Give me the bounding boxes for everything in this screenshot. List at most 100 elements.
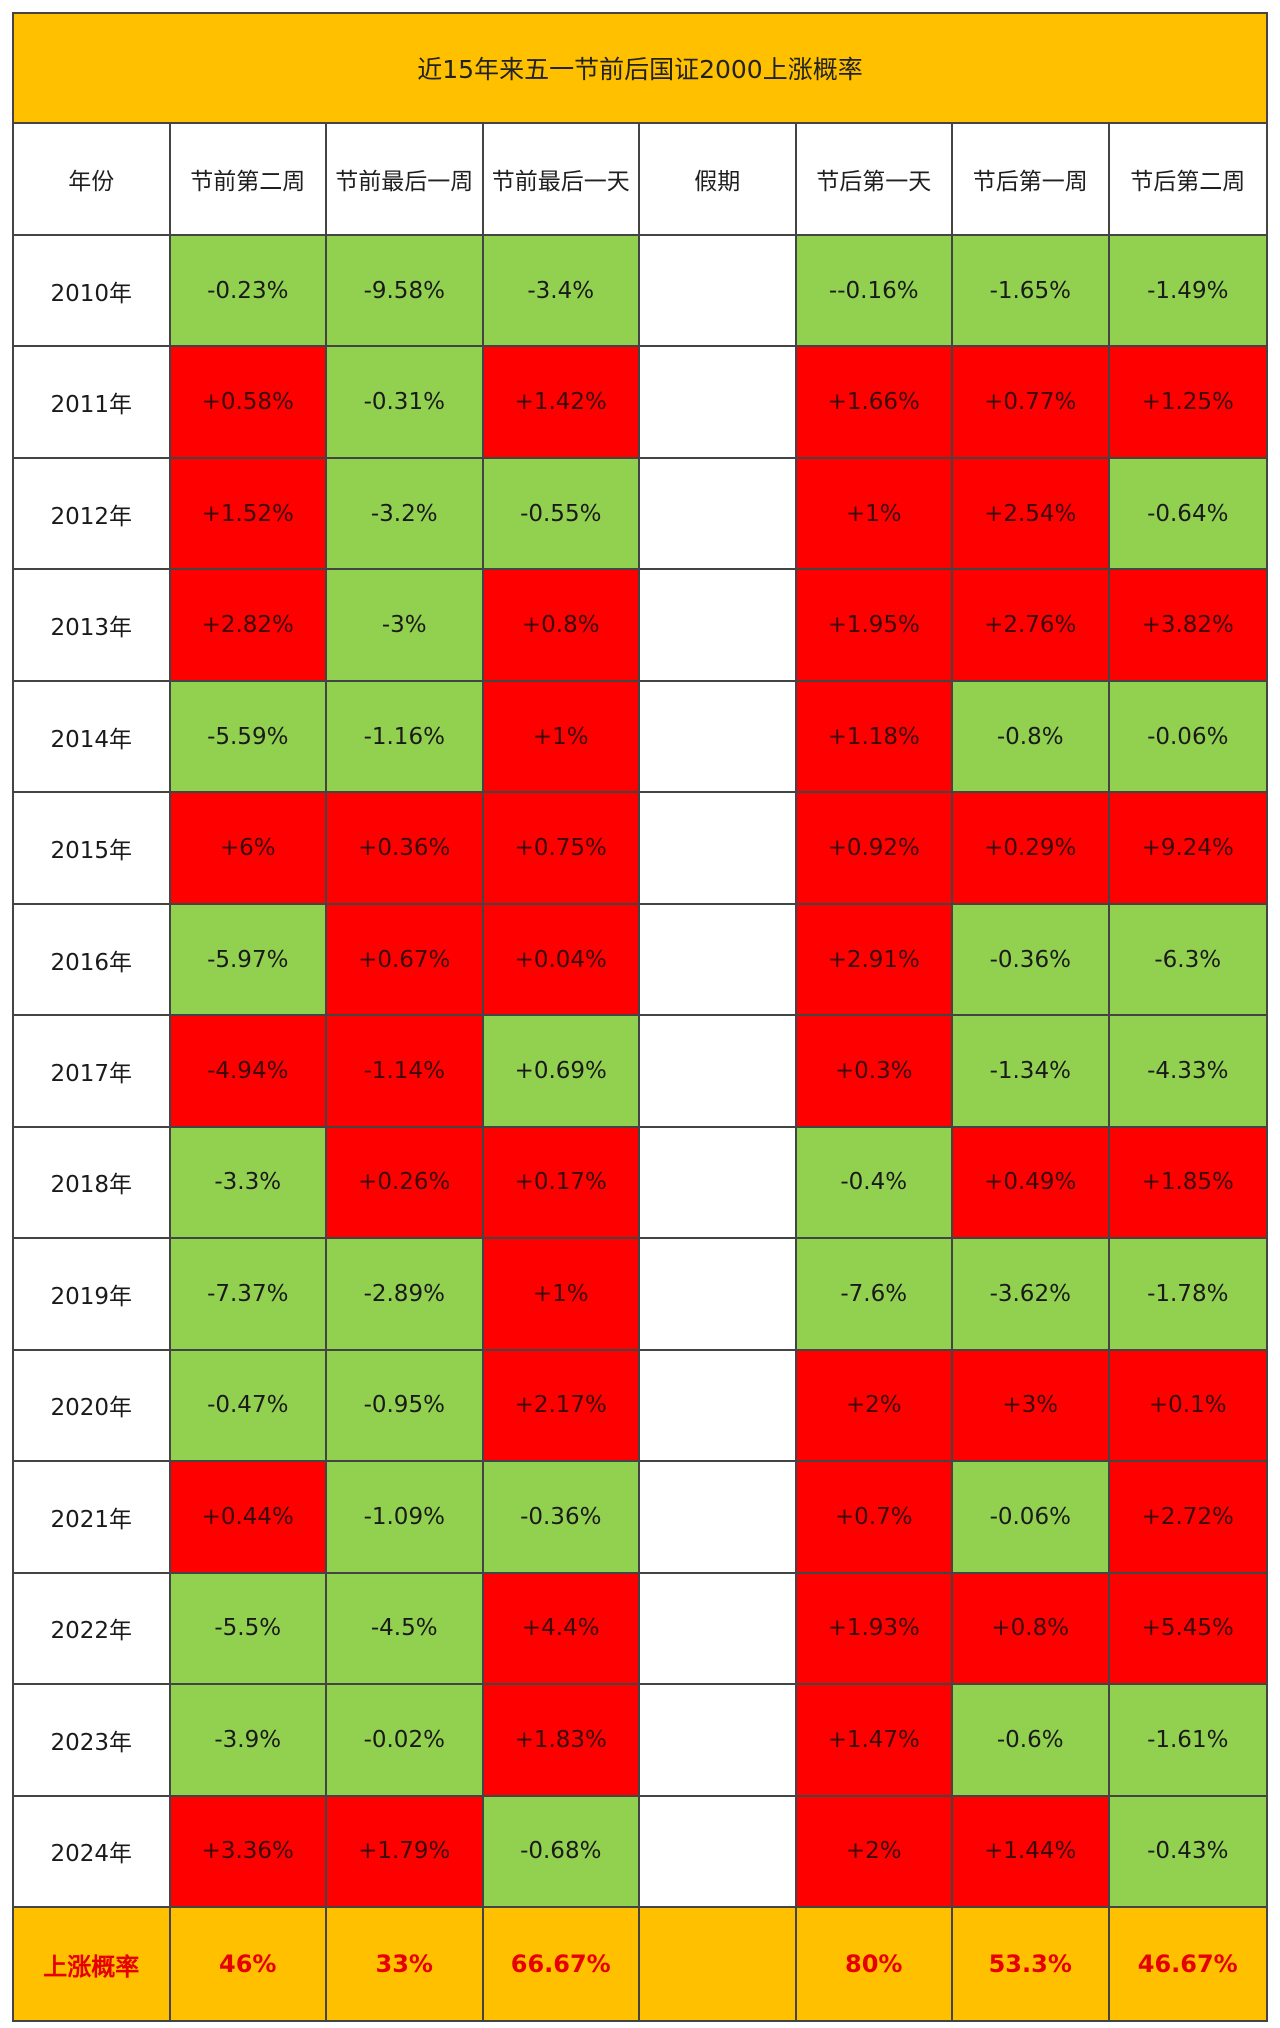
return-cell: +0.77% [953,347,1110,459]
return-cell: -0.55% [483,458,640,571]
return-cell: -0.95% [327,1350,484,1463]
return-cell: +9.24% [1109,793,1266,905]
return-cell: -1.14% [327,1016,484,1128]
return-cell: -0.64% [1109,458,1266,571]
return-cell: -0.4% [796,1127,953,1240]
return-cell: +0.75% [483,793,640,905]
return-cell: +0.7% [796,1462,953,1574]
return-cell: +0.58% [170,347,327,459]
return-cell: +1.83% [483,1685,640,1797]
year-cell: 2012年 [14,458,171,571]
return-cell: -2.89% [327,1239,484,1351]
return-cell: -6.3% [1109,904,1266,1017]
year-cell: 2016年 [14,904,171,1017]
column-header: 节前最后一周 [327,124,484,236]
return-cell: +1.93% [796,1573,953,1686]
column-header: 节后第一天 [796,124,953,236]
return-cell: -3.2% [327,458,484,571]
return-cell: -0.36% [953,904,1110,1017]
return-cell: +2% [796,1350,953,1463]
probability-table: 近15年来五一节前后国证2000上涨概率 年份 节前第二周 节前最后一周 节前最后一天… [12,12,1268,2022]
year-cell: 2018年 [14,1127,171,1240]
return-cell: --0.16% [796,236,953,348]
column-header: 节后第二周 [1109,124,1266,236]
return-cell: +2% [796,1796,953,1908]
return-cell: -0.36% [483,1462,640,1574]
year-cell: 2011年 [14,347,171,459]
year-cell: 2015年 [14,793,171,905]
return-cell: +1.47% [796,1685,953,1797]
return-cell: -1.49% [1109,236,1266,348]
holiday-cell [640,347,797,459]
holiday-cell [640,793,797,905]
return-cell: +3.36% [170,1796,327,1908]
return-cell: -0.06% [1109,681,1266,794]
return-cell: -0.47% [170,1350,327,1463]
return-cell: +0.17% [483,1127,640,1240]
return-cell: -3% [327,570,484,682]
probability-cell: 66.67% [483,1908,640,2020]
column-header: 节前第二周 [170,124,327,236]
holiday-cell [640,1573,797,1686]
holiday-cell [640,1350,797,1463]
return-cell: +0.49% [953,1127,1110,1240]
holiday-cell [640,904,797,1017]
year-cell: 2017年 [14,1016,171,1128]
holiday-cell [640,1462,797,1574]
return-cell: -1.78% [1109,1239,1266,1351]
return-cell: +0.67% [327,904,484,1017]
return-cell: -0.8% [953,681,1110,794]
return-cell: +0.8% [953,1573,1110,1686]
return-cell: +1.79% [327,1796,484,1908]
return-cell: +0.3% [796,1016,953,1128]
return-cell: -1.65% [953,236,1110,348]
return-cell: +1% [483,1239,640,1351]
probability-cell: 53.3% [953,1908,1110,2020]
return-cell: +1.66% [796,347,953,459]
return-cell: -3.4% [483,236,640,348]
return-cell: +1.95% [796,570,953,682]
return-cell: -7.37% [170,1239,327,1351]
return-cell: +0.1% [1109,1350,1266,1463]
return-cell: +2.82% [170,570,327,682]
table-grid: 年份 节前第二周 节前最后一周 节前最后一天 假期 节后第一天 节后第一周 节后第二周 2010… [14,124,1266,2020]
holiday-cell [640,1796,797,1908]
return-cell: +0.69% [483,1016,640,1128]
return-cell: +0.26% [327,1127,484,1240]
return-cell: -3.62% [953,1239,1110,1351]
return-cell: -3.3% [170,1127,327,1240]
holiday-cell [640,236,797,348]
return-cell: -4.5% [327,1573,484,1686]
return-cell: +1% [483,681,640,794]
return-cell: -4.94% [170,1016,327,1128]
holiday-cell [640,1239,797,1351]
year-cell: 2013年 [14,570,171,682]
return-cell: +2.72% [1109,1462,1266,1574]
return-cell: -0.23% [170,236,327,348]
return-cell: +1.25% [1109,347,1266,459]
year-cell: 2010年 [14,236,171,348]
year-cell: 2014年 [14,681,171,794]
footer-label: 上涨概率 [14,1908,171,2020]
return-cell: +2.76% [953,570,1110,682]
return-cell: -5.59% [170,681,327,794]
return-cell: -5.97% [170,904,327,1017]
return-cell: -4.33% [1109,1016,1266,1128]
return-cell: -0.06% [953,1462,1110,1574]
return-cell: +2.54% [953,458,1110,571]
return-cell: +2.91% [796,904,953,1017]
return-cell: +0.36% [327,793,484,905]
return-cell: -0.6% [953,1685,1110,1797]
return-cell: -1.09% [327,1462,484,1574]
return-cell: -7.6% [796,1239,953,1351]
return-cell: +5.45% [1109,1573,1266,1686]
year-cell: 2021年 [14,1462,171,1574]
return-cell: +1.52% [170,458,327,571]
holiday-cell [640,681,797,794]
return-cell: -0.31% [327,347,484,459]
return-cell: +1.44% [953,1796,1110,1908]
return-cell: +1% [796,458,953,571]
holiday-cell [640,458,797,571]
return-cell: -9.58% [327,236,484,348]
